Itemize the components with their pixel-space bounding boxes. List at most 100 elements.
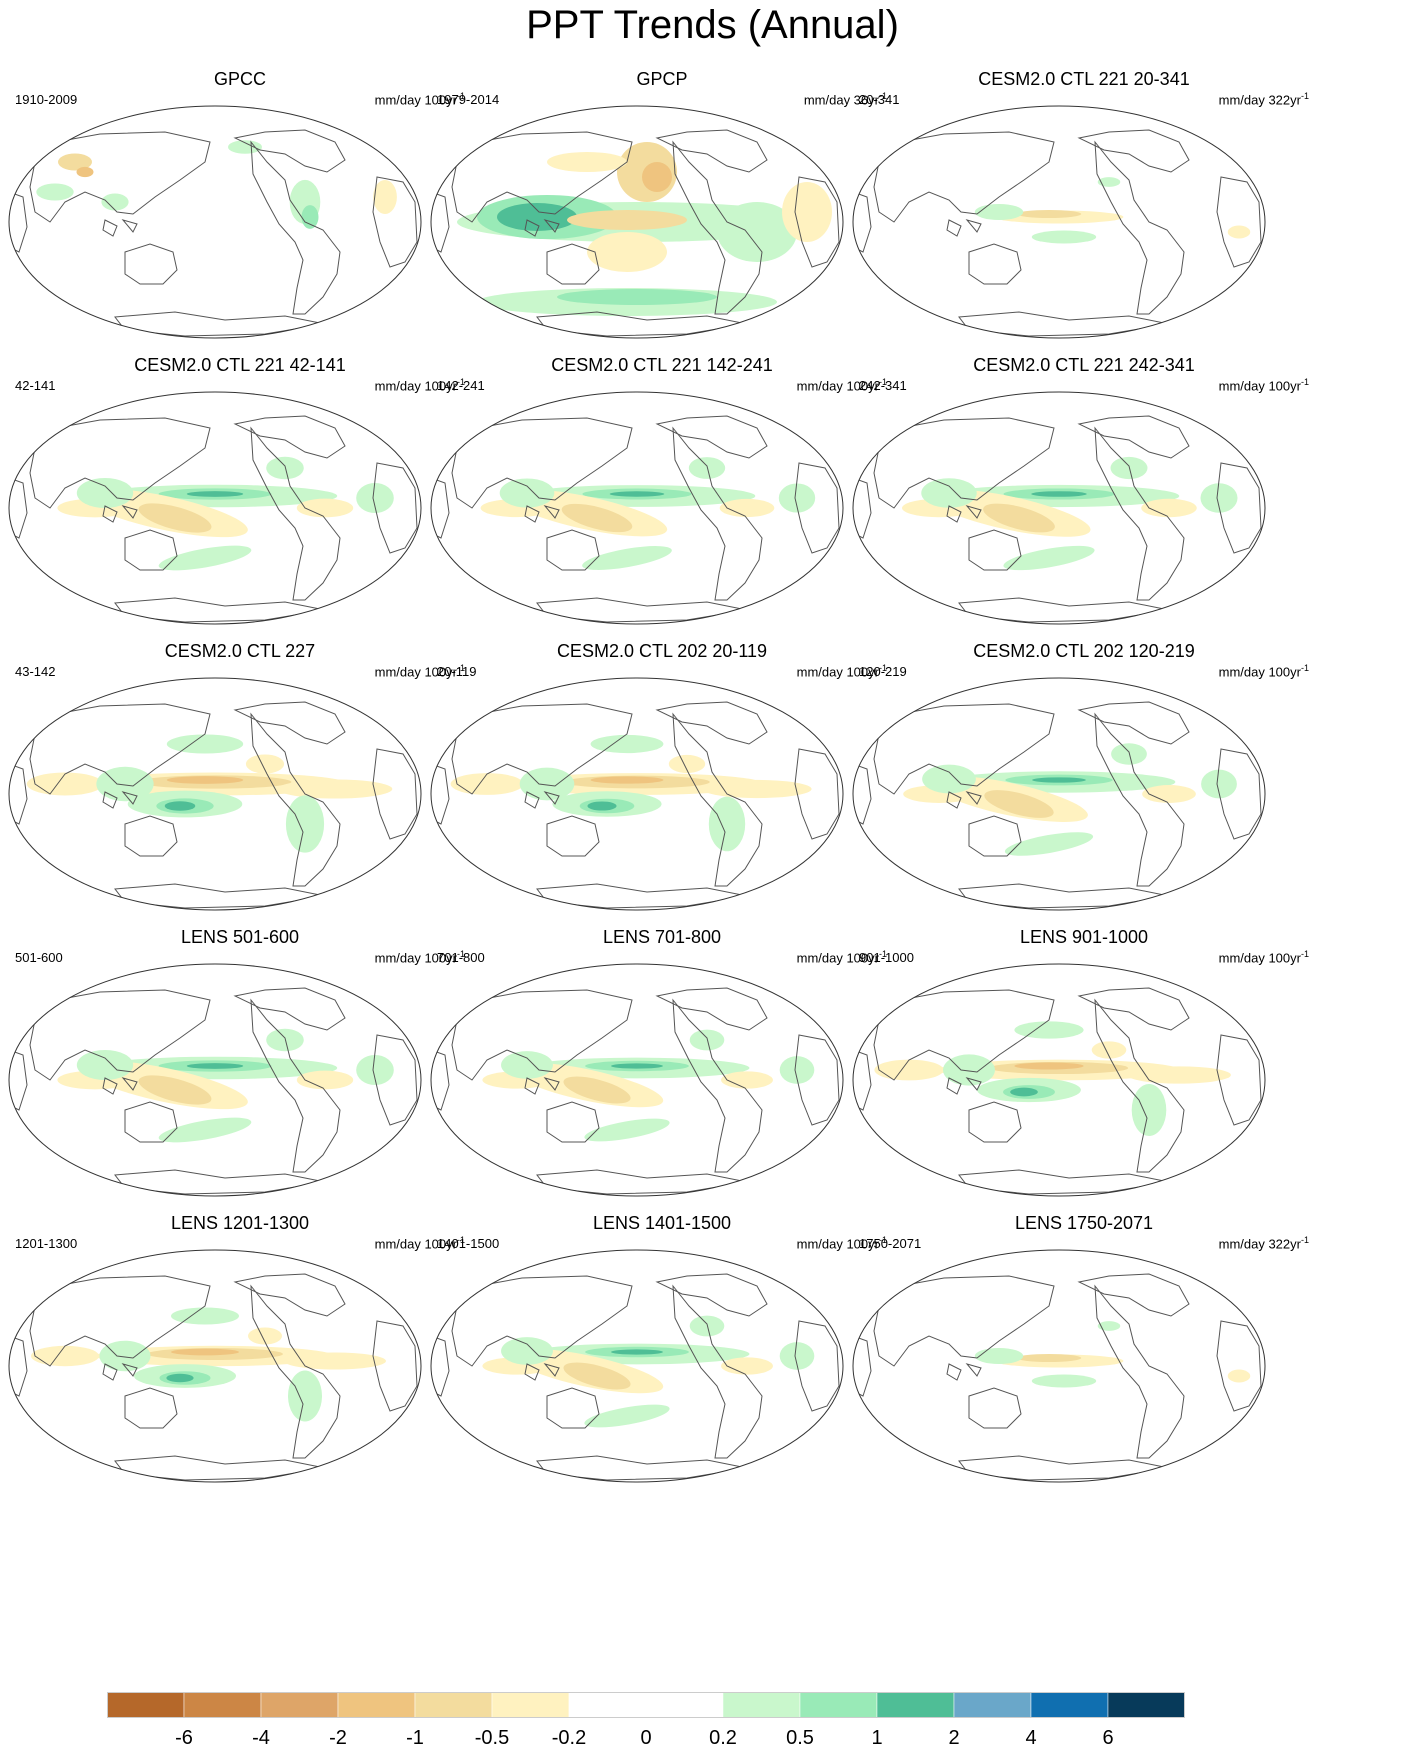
anomaly-region [36, 183, 74, 201]
coastline [546, 1387, 600, 1429]
coastline [431, 477, 450, 539]
anomaly-region [501, 1337, 553, 1365]
panel-title: CESM2.0 CTL 221 42-141 [134, 355, 346, 375]
coastline [672, 1284, 763, 1459]
coastline [124, 1387, 178, 1429]
coastline [372, 1320, 418, 1412]
anomaly-region [974, 203, 1024, 221]
anomaly-region [1032, 777, 1086, 783]
anomaly-region [1031, 230, 1097, 244]
anomaly-region [138, 503, 212, 533]
map-svg [430, 105, 844, 339]
anomaly-region [974, 1347, 1024, 1365]
anomaly-region [874, 1059, 944, 1081]
coastline [543, 1363, 560, 1377]
colorbar-tick-label: 2 [948, 1727, 960, 1749]
colorbar-tick-label: 1 [871, 1727, 883, 1749]
map-panel: GPCC 1910-2009 mm/day 100yr-1 [5, 68, 475, 388]
map-border [430, 963, 844, 1197]
colorbar-box [799, 1692, 878, 1718]
unit-label: mm/day 100yr-1 [796, 1235, 887, 1252]
figure-title: PPT Trends (Annual) [526, 3, 899, 47]
map-border [430, 1249, 844, 1483]
anomaly-region [356, 1054, 394, 1086]
coastline [968, 815, 1022, 857]
coastline [543, 1077, 560, 1091]
anomaly-region [99, 1340, 151, 1372]
coastline [853, 191, 872, 253]
anomaly-region [557, 289, 717, 305]
map-svg [852, 677, 1266, 911]
coastline [1077, 701, 1190, 745]
anomaly-region [1200, 483, 1238, 513]
coastline [672, 426, 763, 601]
coastline [794, 462, 840, 554]
coastline [655, 129, 768, 173]
anomaly-region [567, 210, 687, 230]
map-panel: CESM2.0 CTL 221 42-141 42-141 mm/day 100yr… [5, 354, 475, 674]
colorbar-box [1107, 1692, 1185, 1718]
coastline [1094, 998, 1185, 1173]
coastline [873, 703, 1055, 795]
anomaly-field [431, 1250, 843, 1482]
coastline [121, 791, 138, 805]
map-border [8, 677, 422, 911]
colorbar-tick-label: -1 [406, 1727, 424, 1749]
coastline [124, 243, 178, 285]
anomaly-region [228, 140, 262, 154]
coastline [250, 140, 341, 315]
coastline [1077, 1273, 1190, 1317]
map-border [852, 391, 1266, 625]
map-svg [852, 391, 1266, 625]
coastline [102, 219, 118, 237]
anomaly-region [501, 1051, 553, 1079]
anomaly-region [1227, 225, 1251, 239]
coastline [102, 505, 118, 523]
anomaly-region [166, 1373, 194, 1383]
anomaly-region [1014, 1021, 1084, 1039]
anomaly-region [1141, 498, 1197, 518]
anomaly-region [288, 1370, 322, 1422]
anomaly-region [563, 1362, 631, 1390]
anomaly-region [497, 203, 577, 231]
anomaly-region [1016, 1353, 1082, 1363]
unit-label: mm/day 100yr-1 [374, 91, 465, 108]
anomaly-region [519, 767, 575, 801]
anomaly-field [431, 392, 843, 624]
coastline [655, 1273, 768, 1317]
anomaly-field [9, 106, 421, 338]
coastline [853, 1335, 872, 1397]
colorbar-box [645, 1692, 724, 1718]
unit-label: mm/day 100yr-1 [374, 949, 465, 966]
anomaly-region [984, 790, 1054, 818]
coastline [250, 426, 341, 601]
coastline [1094, 1284, 1185, 1459]
unit-label: mm/day 100yr-1 [1218, 949, 1309, 966]
coastline [873, 989, 1055, 1081]
colorbar-box [953, 1692, 1032, 1718]
anomaly-region [285, 795, 325, 853]
anomaly-region [76, 166, 94, 178]
anomaly-region [611, 1063, 663, 1069]
coastline [1077, 129, 1190, 173]
period-label: 1401-1500 [437, 1236, 500, 1251]
coastline [1094, 140, 1185, 315]
anomaly-region [587, 801, 617, 811]
coastline [1077, 415, 1190, 459]
coastline [124, 815, 178, 857]
map-border [8, 105, 422, 339]
map-border [852, 677, 1266, 911]
anomaly-region [1201, 769, 1237, 799]
period-label: 901-1000 [859, 950, 914, 965]
anomaly-region [943, 1054, 995, 1086]
coastline [946, 791, 962, 809]
anomaly-region [590, 776, 664, 784]
map-svg [852, 1249, 1266, 1483]
anomaly-field [431, 964, 843, 1196]
coastline [873, 1275, 1055, 1367]
anomaly-region [284, 1352, 386, 1370]
coastline [543, 791, 560, 805]
period-label: 1910-2009 [15, 92, 78, 107]
anomaly-field [853, 392, 1265, 624]
colorbar-tick-label: 4 [1025, 1727, 1037, 1749]
